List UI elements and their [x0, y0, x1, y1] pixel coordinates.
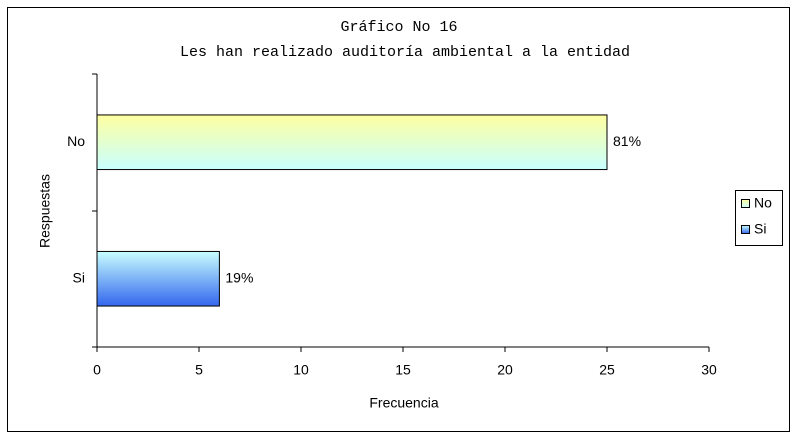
legend-label: Si: [754, 221, 766, 237]
x-tick-label: 15: [395, 362, 411, 378]
x-tick-label: 0: [93, 362, 101, 378]
bar: [96, 114, 608, 171]
chart-subtitle: Les han realizado auditoría ambiental a …: [180, 44, 630, 61]
legend-label: No: [754, 195, 772, 211]
y-axis-label: Respuestas: [37, 174, 53, 248]
x-axis-label: Frecuencia: [369, 395, 438, 411]
x-tick-label: 30: [701, 362, 717, 378]
x-tick-label: 5: [195, 362, 203, 378]
y-tick-label: No: [67, 133, 85, 149]
legend-box: [735, 190, 783, 246]
data-label: 19%: [225, 269, 253, 285]
x-tick-label: 20: [497, 362, 513, 378]
x-tick-label: 10: [293, 362, 309, 378]
x-tick-label: 25: [599, 362, 615, 378]
chart-title: Gráfico No 16: [340, 19, 457, 36]
data-label: 81%: [613, 133, 641, 149]
legend-swatch: [741, 225, 750, 234]
legend-swatch: [741, 199, 750, 208]
chart-border: [7, 7, 790, 432]
y-tick-label: Si: [73, 269, 85, 285]
bar: [96, 250, 220, 307]
